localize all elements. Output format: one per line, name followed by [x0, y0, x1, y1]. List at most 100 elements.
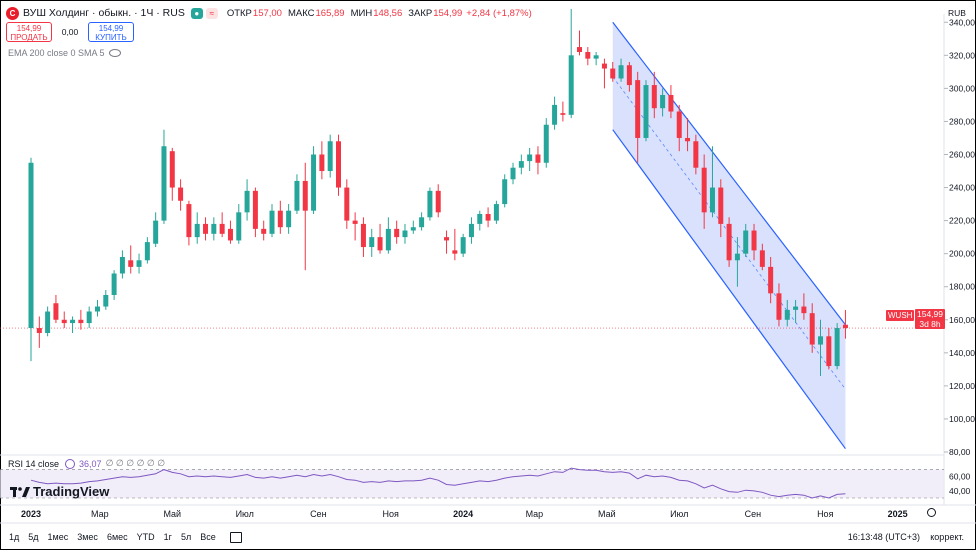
candle-body-26[interactable]	[244, 190, 250, 213]
candle-body-95[interactable]	[818, 336, 824, 345]
candle-body-39[interactable]	[352, 220, 358, 224]
candle-body-40[interactable]	[360, 223, 366, 248]
candle-body-9[interactable]	[103, 294, 109, 307]
range-button-5[interactable]: YTD	[136, 532, 155, 542]
candle-body-61[interactable]	[535, 154, 541, 163]
candle-body-51[interactable]	[452, 250, 458, 254]
sell-button[interactable]: 154,99 ПРОДАТЬ	[6, 22, 52, 42]
candle-body-74[interactable]	[643, 85, 649, 138]
clock[interactable]: 16:13:48 (UTC+3)	[847, 532, 920, 542]
range-button-2[interactable]: 1мес	[47, 532, 69, 542]
market-status-icon[interactable]: ●	[190, 7, 203, 19]
correction-toggle[interactable]: коррект.	[930, 532, 964, 542]
candle-body-38[interactable]	[344, 187, 350, 221]
channel-lower-line[interactable]	[612, 129, 846, 450]
candle-body-86[interactable]	[743, 230, 749, 254]
candle-body-1[interactable]	[36, 328, 42, 333]
candle-body-80[interactable]	[693, 141, 699, 168]
candle-body-63[interactable]	[552, 104, 558, 125]
range-button-7[interactable]: 5л	[180, 532, 192, 542]
candle-body-12[interactable]	[128, 260, 134, 267]
candle-body-55[interactable]	[485, 213, 491, 221]
candle-body-4[interactable]	[61, 319, 67, 324]
candle-body-11[interactable]	[119, 256, 125, 274]
candle-body-24[interactable]	[227, 228, 233, 241]
candle-body-72[interactable]	[626, 65, 632, 86]
candle-body-43[interactable]	[385, 228, 391, 251]
candle-body-20[interactable]	[194, 223, 200, 238]
candle-body-77[interactable]	[668, 94, 674, 112]
candle-body-16[interactable]	[161, 146, 167, 221]
candle-body-35[interactable]	[319, 154, 325, 172]
candle-body-84[interactable]	[726, 223, 732, 261]
indicator-legend[interactable]: EMA 200 close 0 SMA 5	[8, 48, 121, 58]
rsi-legend[interactable]: RSI 14 close 36,07 ∅ ∅ ∅ ∅ ∅ ∅	[8, 458, 165, 469]
candle-body-83[interactable]	[718, 187, 724, 224]
currency-unit[interactable]: RUB	[948, 8, 966, 18]
candle-body-62[interactable]	[543, 124, 549, 163]
candle-body-46[interactable]	[410, 227, 416, 231]
candle-body-41[interactable]	[369, 237, 375, 248]
candle-body-76[interactable]	[660, 94, 666, 109]
candle-body-17[interactable]	[169, 151, 175, 188]
candle-body-96[interactable]	[826, 336, 832, 367]
candle-body-42[interactable]	[377, 237, 383, 251]
range-button-8[interactable]: Все	[200, 532, 216, 542]
candle-body-97[interactable]	[834, 328, 840, 367]
candle-body-64[interactable]	[560, 113, 566, 115]
candle-body-49[interactable]	[435, 190, 441, 213]
candle-body-6[interactable]	[78, 319, 84, 324]
range-button-1[interactable]: 5д	[28, 532, 39, 542]
candle-body-59[interactable]	[518, 161, 524, 168]
candle-body-79[interactable]	[685, 137, 691, 142]
wave-icon[interactable]: ≈	[205, 7, 218, 19]
candle-body-67[interactable]	[585, 52, 591, 59]
candle-body-34[interactable]	[311, 154, 317, 211]
candle-body-28[interactable]	[261, 228, 267, 234]
settings-gear-icon[interactable]	[927, 508, 936, 517]
candle-body-23[interactable]	[219, 223, 225, 234]
candle-body-32[interactable]	[294, 180, 300, 211]
range-button-3[interactable]: 3мес	[77, 532, 98, 542]
candle-body-47[interactable]	[419, 217, 425, 228]
candle-body-33[interactable]	[302, 180, 308, 211]
candle-body-73[interactable]	[635, 80, 641, 138]
candle-body-25[interactable]	[236, 212, 242, 241]
candle-body-52[interactable]	[460, 237, 466, 254]
candle-body-87[interactable]	[751, 230, 757, 251]
candle-body-82[interactable]	[709, 187, 715, 213]
range-button-6[interactable]: 1г	[163, 532, 172, 542]
candle-body-45[interactable]	[402, 230, 408, 238]
candle-body-66[interactable]	[577, 47, 583, 53]
rsi-settings-icon[interactable]	[65, 458, 76, 469]
candle-body-71[interactable]	[618, 65, 624, 79]
candle-body-81[interactable]	[701, 167, 707, 213]
candle-body-90[interactable]	[776, 293, 782, 320]
candle-body-8[interactable]	[94, 306, 100, 312]
range-button-4[interactable]: 6мес	[106, 532, 128, 542]
eye-icon[interactable]	[108, 49, 121, 57]
candle-body-85[interactable]	[734, 253, 740, 261]
candle-body-94[interactable]	[809, 313, 815, 345]
candle-body-93[interactable]	[801, 306, 807, 314]
candle-body-44[interactable]	[394, 228, 400, 238]
candle-body-7[interactable]	[86, 311, 92, 324]
candle-body-92[interactable]	[793, 306, 799, 310]
candle-body-21[interactable]	[203, 223, 209, 234]
candle-body-57[interactable]	[502, 179, 508, 205]
candle-body-29[interactable]	[269, 210, 275, 234]
symbol-title[interactable]: ВУШ Холдинг · обыкн. · 1Ч · RUS	[23, 7, 185, 19]
candle-body-10[interactable]	[111, 273, 117, 295]
candle-body-98[interactable]	[842, 324, 848, 329]
candle-body-58[interactable]	[510, 167, 516, 180]
candle-body-50[interactable]	[444, 237, 450, 241]
candle-body-75[interactable]	[651, 85, 657, 109]
candle-body-3[interactable]	[53, 303, 59, 320]
candle-body-53[interactable]	[468, 223, 474, 238]
candle-body-69[interactable]	[601, 63, 607, 69]
candle-body-48[interactable]	[427, 190, 433, 218]
candle-body-5[interactable]	[70, 319, 76, 324]
candle-body-13[interactable]	[136, 260, 142, 267]
candle-body-14[interactable]	[144, 242, 150, 261]
